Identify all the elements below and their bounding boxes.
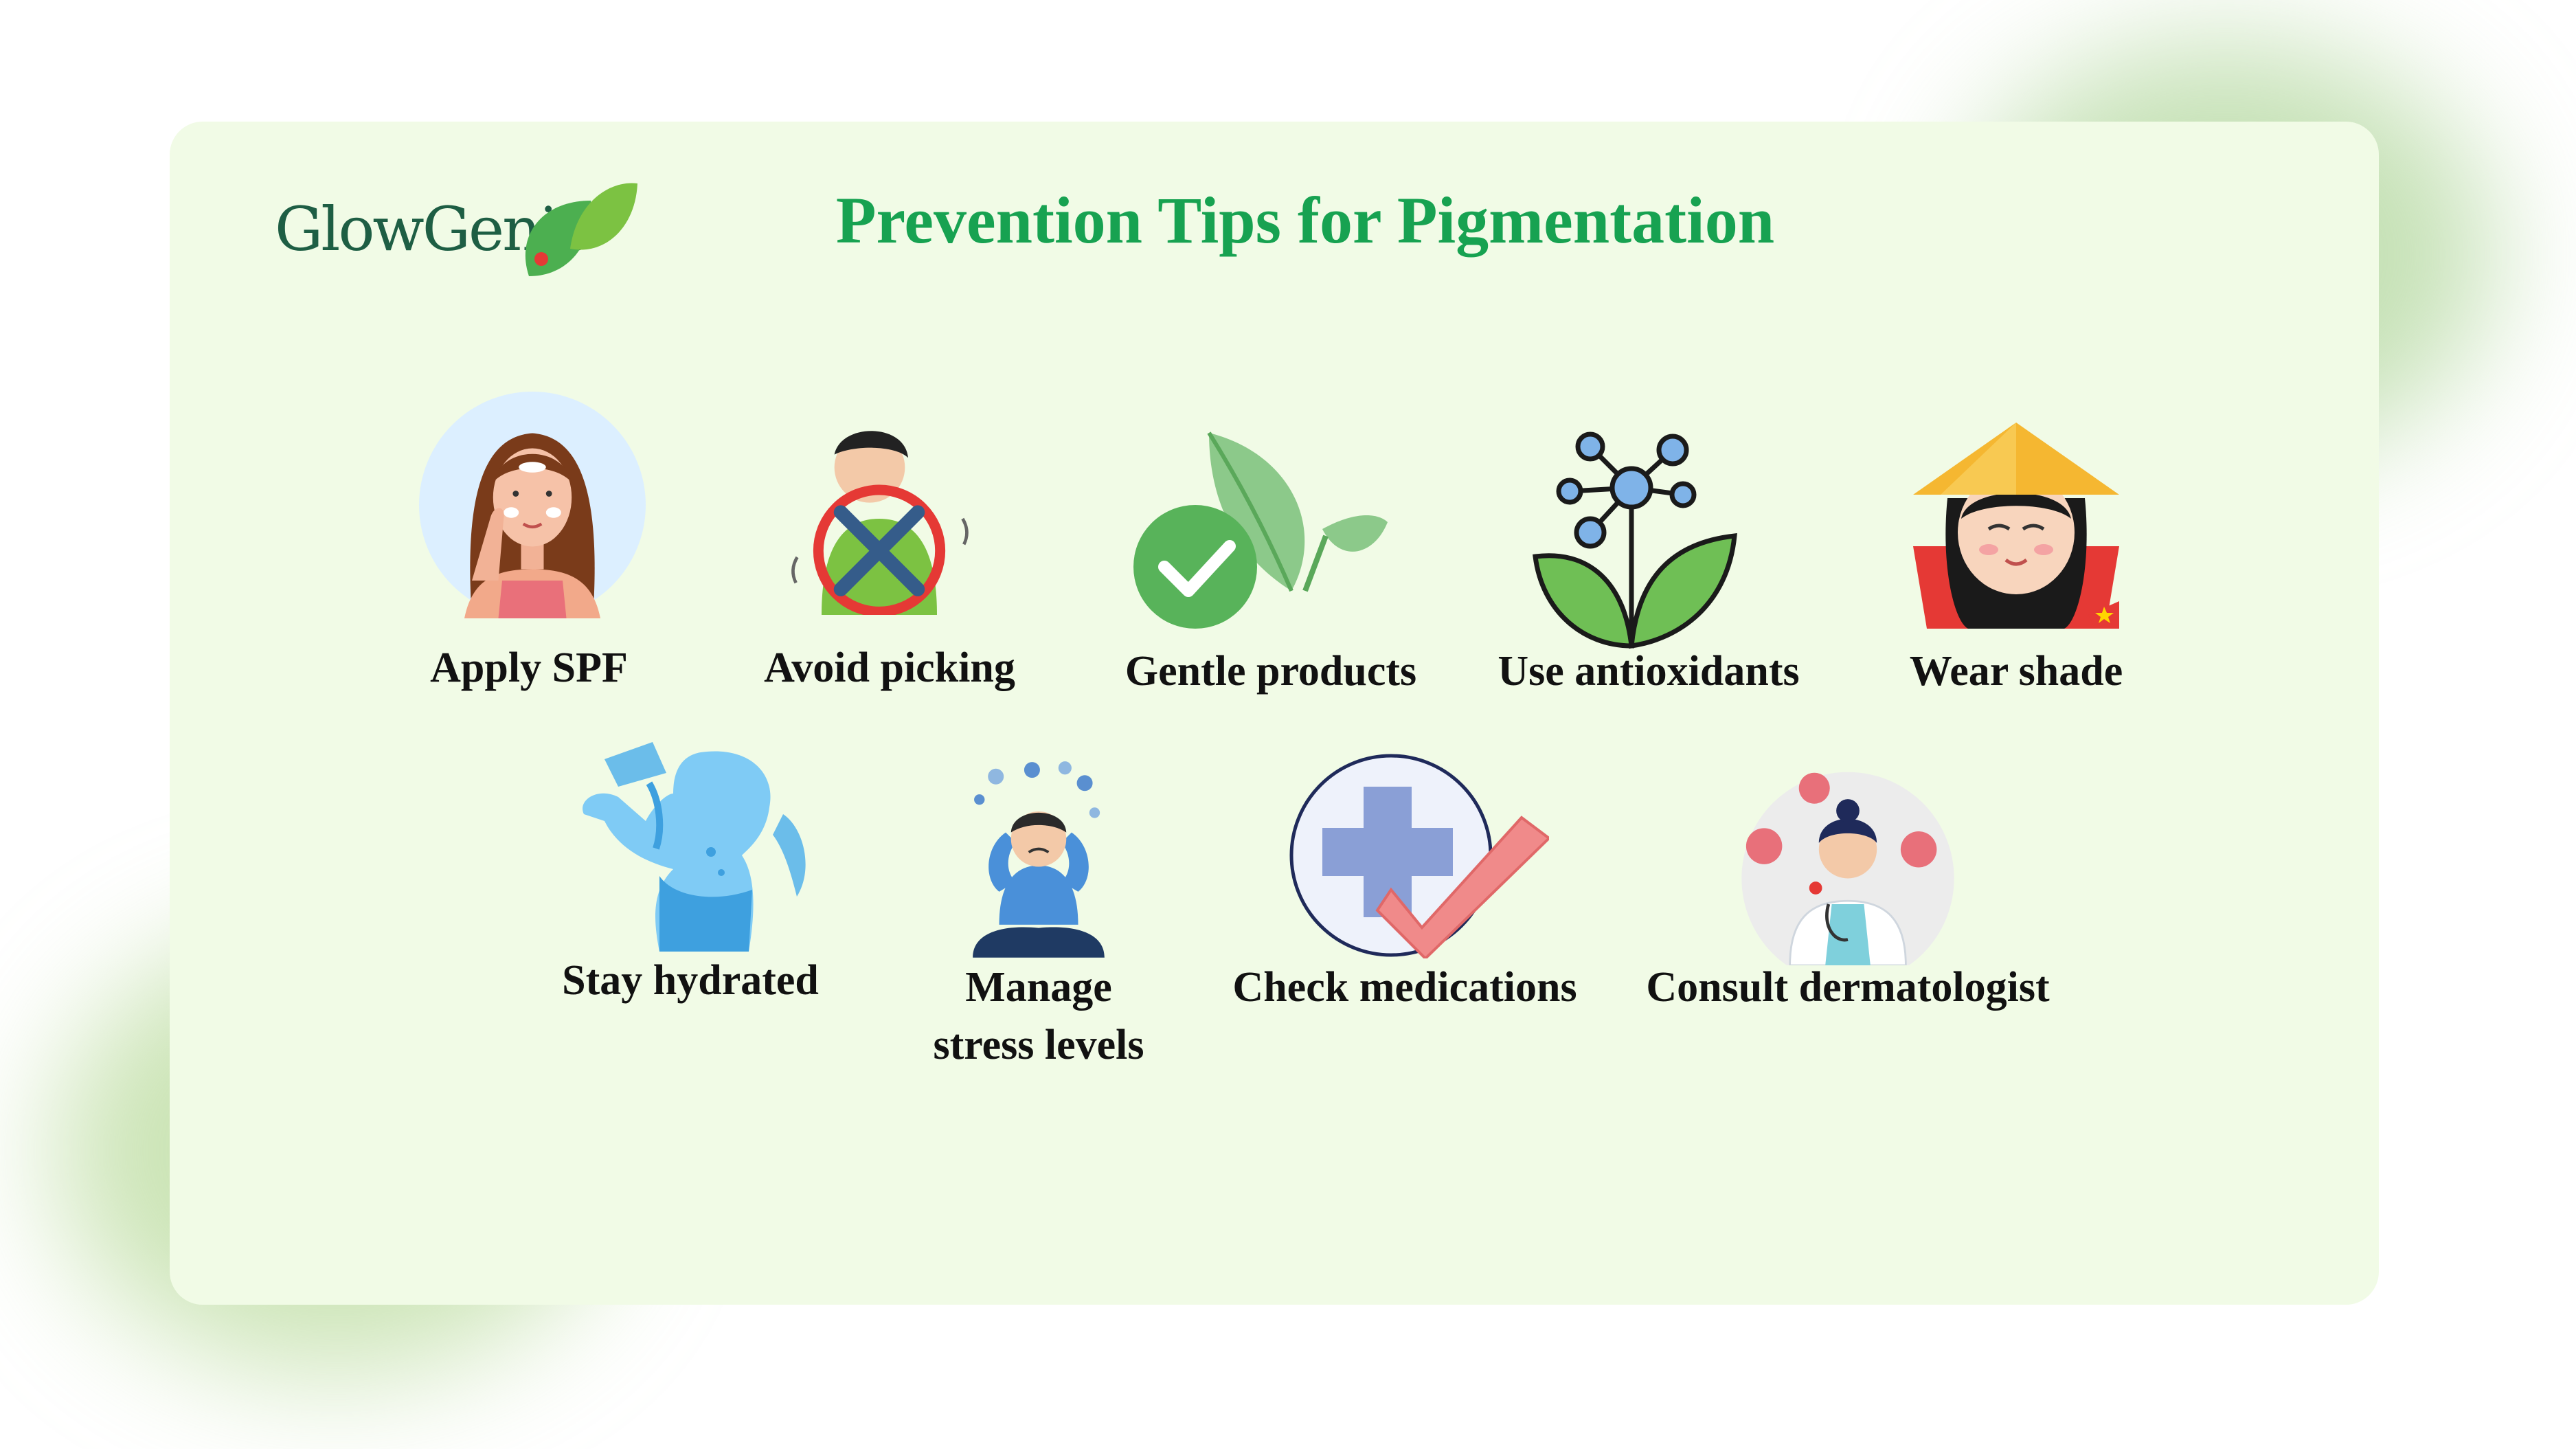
tip-stay-hydrated: Stay hydrated <box>484 732 896 1089</box>
tip-apply-spf: Apply SPF <box>323 392 735 749</box>
tip-gentle-products: Gentle products <box>1065 392 1477 749</box>
drinking-water-icon <box>583 742 806 952</box>
tip-manage-stress: Manage stress levels <box>833 732 1245 1089</box>
page-title: Prevention Tips for Pigmentation <box>835 183 1775 257</box>
medical-cross-check-icon <box>1289 754 1549 958</box>
doctor-icon <box>1741 772 1954 965</box>
sunscreen-woman-icon <box>419 392 646 618</box>
stressed-person-icon <box>973 761 1105 958</box>
tip-label: Use antioxidants <box>1498 648 1800 695</box>
brand-logo[interactable]: GlowGenie <box>275 173 637 283</box>
tip-avoid-picking: Avoid picking <box>683 392 1096 749</box>
leaf-logo-icon <box>525 183 637 276</box>
tip-label: Avoid picking <box>764 644 1015 691</box>
content-card <box>170 122 2379 1305</box>
leaf-check-icon <box>1133 431 1388 629</box>
tip-label: Consult dermatologist <box>1646 964 2050 1011</box>
tip-label: Apply SPF <box>430 644 628 691</box>
tip-label: Gentle products <box>1125 648 1417 695</box>
tip-label: Check medications <box>1232 964 1577 1011</box>
tip-use-antioxidants: Use antioxidants <box>1443 392 1855 749</box>
tip-consult-dermatologist: Consult dermatologist <box>1642 732 2054 1089</box>
no-picking-icon <box>791 431 969 615</box>
tip-label: Stay hydrated <box>562 957 819 1004</box>
conical-hat-icon <box>1913 423 2119 629</box>
molecule-leaves-icon <box>1533 431 1737 649</box>
tip-wear-shade: Wear shade <box>1810 392 2222 749</box>
tip-label: Manage <box>965 964 1112 1011</box>
tip-check-medications: Check medications <box>1199 732 1611 1089</box>
tip-label: Wear shade <box>1909 648 2123 695</box>
tip-label-line2: stress levels <box>933 1022 1144 1068</box>
